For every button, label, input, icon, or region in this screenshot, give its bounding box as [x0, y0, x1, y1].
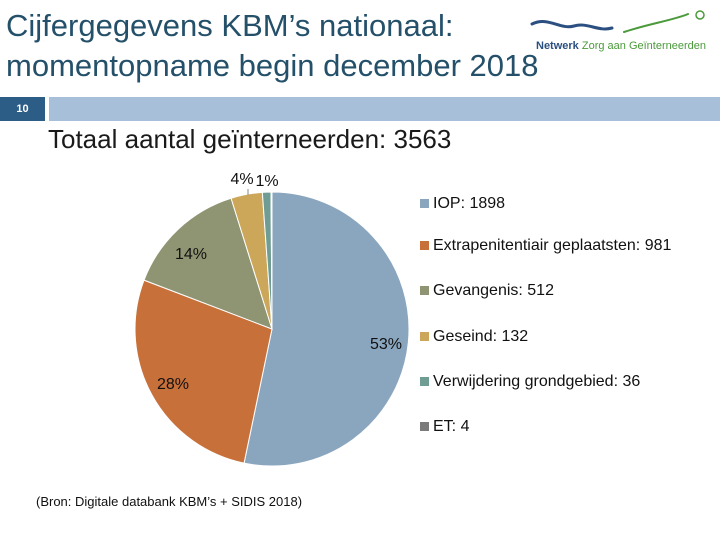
- logo-brand-part2: Zorg aan Geïnterneerden: [581, 40, 706, 52]
- logo-icon: [530, 10, 705, 33]
- legend-swatch: [420, 422, 429, 431]
- data-label-iop: 53%: [370, 336, 402, 353]
- source-note: (Bron: Digitale databank KBM’s + SIDIS 2…: [36, 494, 303, 509]
- slide-title: Cijfergegevens KBM’s nationaal: momentop…: [6, 8, 539, 83]
- data-label-verwijdering-grondgebied: 1%: [255, 173, 278, 190]
- pie-slice-iop: [243, 191, 410, 467]
- legend-label: Geseind: 132: [433, 328, 529, 345]
- slide-header-bar: [0, 97, 720, 121]
- pie-slice-gevangenis: [143, 197, 273, 330]
- logo-brand-part1: Netwerk: [536, 40, 579, 52]
- legend-swatch: [420, 199, 429, 208]
- header-bar-divider: [45, 97, 49, 121]
- slide-number: 10: [0, 97, 45, 121]
- data-label-gevangenis: 14%: [175, 246, 207, 263]
- pie-slice-extrapenitentiair-geplaatsten: [134, 279, 273, 464]
- legend-label: Extrapenitentiair geplaatsten: 981: [433, 237, 672, 254]
- logo-text: Netwerk Zorg aan Geïnterneerden: [536, 40, 706, 52]
- pie-slice-et: [270, 191, 273, 330]
- legend-swatch: [420, 286, 429, 295]
- legend-swatch: [420, 377, 429, 386]
- data-label-geseind: 4%: [230, 171, 253, 188]
- legend-swatch: [420, 241, 429, 250]
- legend-label: Gevangenis: 512: [433, 282, 554, 299]
- chart-title: Totaal aantal geïnterneerden: 3563: [48, 124, 452, 154]
- legend-label: ET: 4: [433, 418, 470, 435]
- legend-swatch: [420, 332, 429, 341]
- legend-label: Verwijdering grondgebied: 36: [433, 373, 641, 390]
- data-label-extrapenitentiair-geplaatsten: 28%: [157, 376, 189, 393]
- legend-label: IOP: 1898: [433, 195, 506, 212]
